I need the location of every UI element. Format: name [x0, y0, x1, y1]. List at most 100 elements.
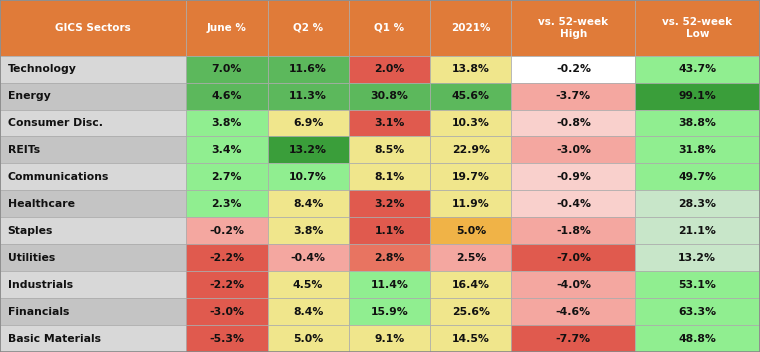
- Bar: [186, 325, 268, 352]
- Bar: [268, 109, 349, 137]
- Text: vs. 52-week
Low: vs. 52-week Low: [662, 17, 733, 39]
- Text: 9.1%: 9.1%: [375, 334, 404, 344]
- Text: -7.0%: -7.0%: [556, 253, 591, 263]
- Text: 11.6%: 11.6%: [290, 64, 327, 74]
- Bar: [511, 271, 635, 298]
- Bar: [635, 244, 759, 271]
- Bar: [511, 298, 635, 325]
- Text: 8.4%: 8.4%: [293, 199, 323, 209]
- Text: 13.2%: 13.2%: [289, 145, 327, 155]
- Text: 2.0%: 2.0%: [375, 64, 404, 74]
- Bar: [430, 56, 511, 83]
- Bar: [635, 190, 759, 217]
- Text: Technology: Technology: [8, 64, 77, 74]
- Text: 8.1%: 8.1%: [375, 172, 404, 182]
- Bar: [186, 56, 268, 83]
- Bar: [430, 271, 511, 298]
- Bar: [511, 163, 635, 190]
- Text: 15.9%: 15.9%: [371, 307, 408, 316]
- Bar: [349, 109, 430, 137]
- Text: -5.3%: -5.3%: [209, 334, 245, 344]
- Text: 38.8%: 38.8%: [679, 118, 716, 128]
- Text: 2.8%: 2.8%: [375, 253, 404, 263]
- Bar: [268, 325, 349, 352]
- Bar: [511, 137, 635, 163]
- Text: GICS Sectors: GICS Sectors: [55, 23, 131, 33]
- Bar: [511, 325, 635, 352]
- Text: 10.3%: 10.3%: [452, 118, 489, 128]
- Bar: [430, 325, 511, 352]
- Text: Energy: Energy: [8, 91, 50, 101]
- Bar: [0, 190, 186, 217]
- Bar: [635, 298, 759, 325]
- Text: -0.4%: -0.4%: [556, 199, 591, 209]
- Bar: [186, 244, 268, 271]
- Text: 8.4%: 8.4%: [293, 307, 323, 316]
- Text: 28.3%: 28.3%: [678, 199, 716, 209]
- Bar: [349, 56, 430, 83]
- Bar: [0, 325, 186, 352]
- Bar: [268, 83, 349, 109]
- Bar: [635, 56, 759, 83]
- Text: 99.1%: 99.1%: [679, 91, 716, 101]
- Bar: [0, 271, 186, 298]
- Text: -0.4%: -0.4%: [290, 253, 326, 263]
- Text: 3.2%: 3.2%: [374, 199, 405, 209]
- Bar: [349, 298, 430, 325]
- Text: 22.9%: 22.9%: [451, 145, 489, 155]
- Text: Q2 %: Q2 %: [293, 23, 323, 33]
- Text: 11.9%: 11.9%: [452, 199, 489, 209]
- Text: -3.7%: -3.7%: [556, 91, 591, 101]
- Text: 7.0%: 7.0%: [212, 64, 242, 74]
- Text: 11.4%: 11.4%: [371, 279, 408, 290]
- Text: -0.2%: -0.2%: [209, 226, 245, 236]
- Text: 4.5%: 4.5%: [293, 279, 323, 290]
- Bar: [0, 217, 186, 244]
- Text: 2.5%: 2.5%: [456, 253, 486, 263]
- Bar: [268, 298, 349, 325]
- Text: Consumer Disc.: Consumer Disc.: [8, 118, 103, 128]
- Text: 8.5%: 8.5%: [375, 145, 404, 155]
- Text: 25.6%: 25.6%: [451, 307, 489, 316]
- Bar: [635, 325, 759, 352]
- Text: 2.3%: 2.3%: [211, 199, 242, 209]
- Bar: [349, 190, 430, 217]
- Text: Q1 %: Q1 %: [375, 23, 404, 33]
- Text: 19.7%: 19.7%: [452, 172, 489, 182]
- Text: -3.0%: -3.0%: [209, 307, 245, 316]
- Text: Communications: Communications: [8, 172, 109, 182]
- Text: 2021%: 2021%: [451, 23, 490, 33]
- Bar: [349, 244, 430, 271]
- Bar: [186, 137, 268, 163]
- Bar: [268, 137, 349, 163]
- Bar: [0, 298, 186, 325]
- Bar: [511, 56, 635, 83]
- Bar: [0, 56, 186, 83]
- Text: 53.1%: 53.1%: [679, 279, 716, 290]
- Bar: [268, 217, 349, 244]
- Text: -4.6%: -4.6%: [556, 307, 591, 316]
- Text: 1.1%: 1.1%: [375, 226, 404, 236]
- Bar: [430, 163, 511, 190]
- Bar: [268, 244, 349, 271]
- Text: 21.1%: 21.1%: [679, 226, 716, 236]
- Text: 13.2%: 13.2%: [678, 253, 716, 263]
- Bar: [186, 298, 268, 325]
- Text: 45.6%: 45.6%: [451, 91, 489, 101]
- Bar: [186, 83, 268, 109]
- Bar: [635, 137, 759, 163]
- Bar: [635, 217, 759, 244]
- Text: -3.0%: -3.0%: [556, 145, 591, 155]
- Bar: [268, 190, 349, 217]
- Text: 13.8%: 13.8%: [452, 64, 489, 74]
- Bar: [349, 325, 430, 352]
- Bar: [511, 244, 635, 271]
- Bar: [186, 217, 268, 244]
- Text: 31.8%: 31.8%: [679, 145, 716, 155]
- Bar: [186, 190, 268, 217]
- Text: 43.7%: 43.7%: [678, 64, 717, 74]
- Bar: [430, 298, 511, 325]
- Text: Financials: Financials: [8, 307, 69, 316]
- Text: Industrials: Industrials: [8, 279, 73, 290]
- Bar: [268, 56, 349, 83]
